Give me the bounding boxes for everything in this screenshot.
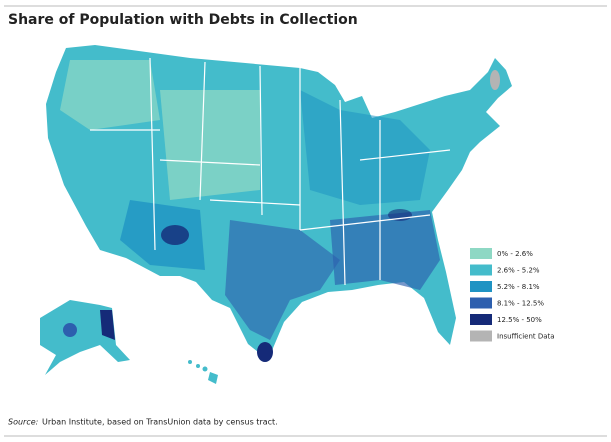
legend-swatch	[470, 248, 492, 259]
source-label: Source:	[8, 418, 39, 427]
southeast-region	[330, 210, 440, 290]
us-map	[40, 45, 512, 384]
legend-label: 2.6% - 5.2%	[497, 267, 540, 275]
legend-swatch	[470, 330, 492, 342]
alaska	[40, 300, 130, 375]
legend-swatch	[470, 264, 492, 276]
maine-gray	[490, 70, 500, 90]
hawaii-island	[208, 372, 218, 384]
legend-label: 0% - 2.6%	[497, 250, 533, 258]
legend-label: 12.5% - 50%	[497, 316, 542, 324]
hawaii-island	[188, 360, 192, 364]
legend-swatch	[470, 297, 492, 309]
south-texas-patch	[257, 342, 273, 362]
alaska-patch	[100, 310, 115, 340]
mountain-region	[160, 90, 260, 200]
northwest-region	[60, 60, 160, 130]
map-title: Share of Population with Debts in Collec…	[8, 12, 358, 28]
legend-swatch	[470, 314, 492, 325]
legend-label: Insufficient Data	[497, 333, 555, 341]
arizona-patch	[161, 225, 189, 245]
legend-swatch	[470, 281, 492, 292]
source-text: Urban Institute, based on TransUnion dat…	[42, 418, 278, 427]
state-borders	[90, 57, 451, 286]
hawaii-island	[196, 364, 200, 368]
alaska-patch-2	[63, 323, 77, 337]
south-central-region	[225, 220, 340, 340]
midwest-region	[300, 90, 430, 205]
hawaii-island	[202, 366, 208, 372]
hawaii	[188, 360, 218, 384]
legend-label: 8.1% - 12.5%	[497, 300, 544, 308]
legend: 0% - 2.6% 2.6% - 5.2% 5.2% - 8.1% 8.1% - 12…	[470, 248, 555, 342]
legend-label: 5.2% - 8.1%	[497, 283, 540, 291]
